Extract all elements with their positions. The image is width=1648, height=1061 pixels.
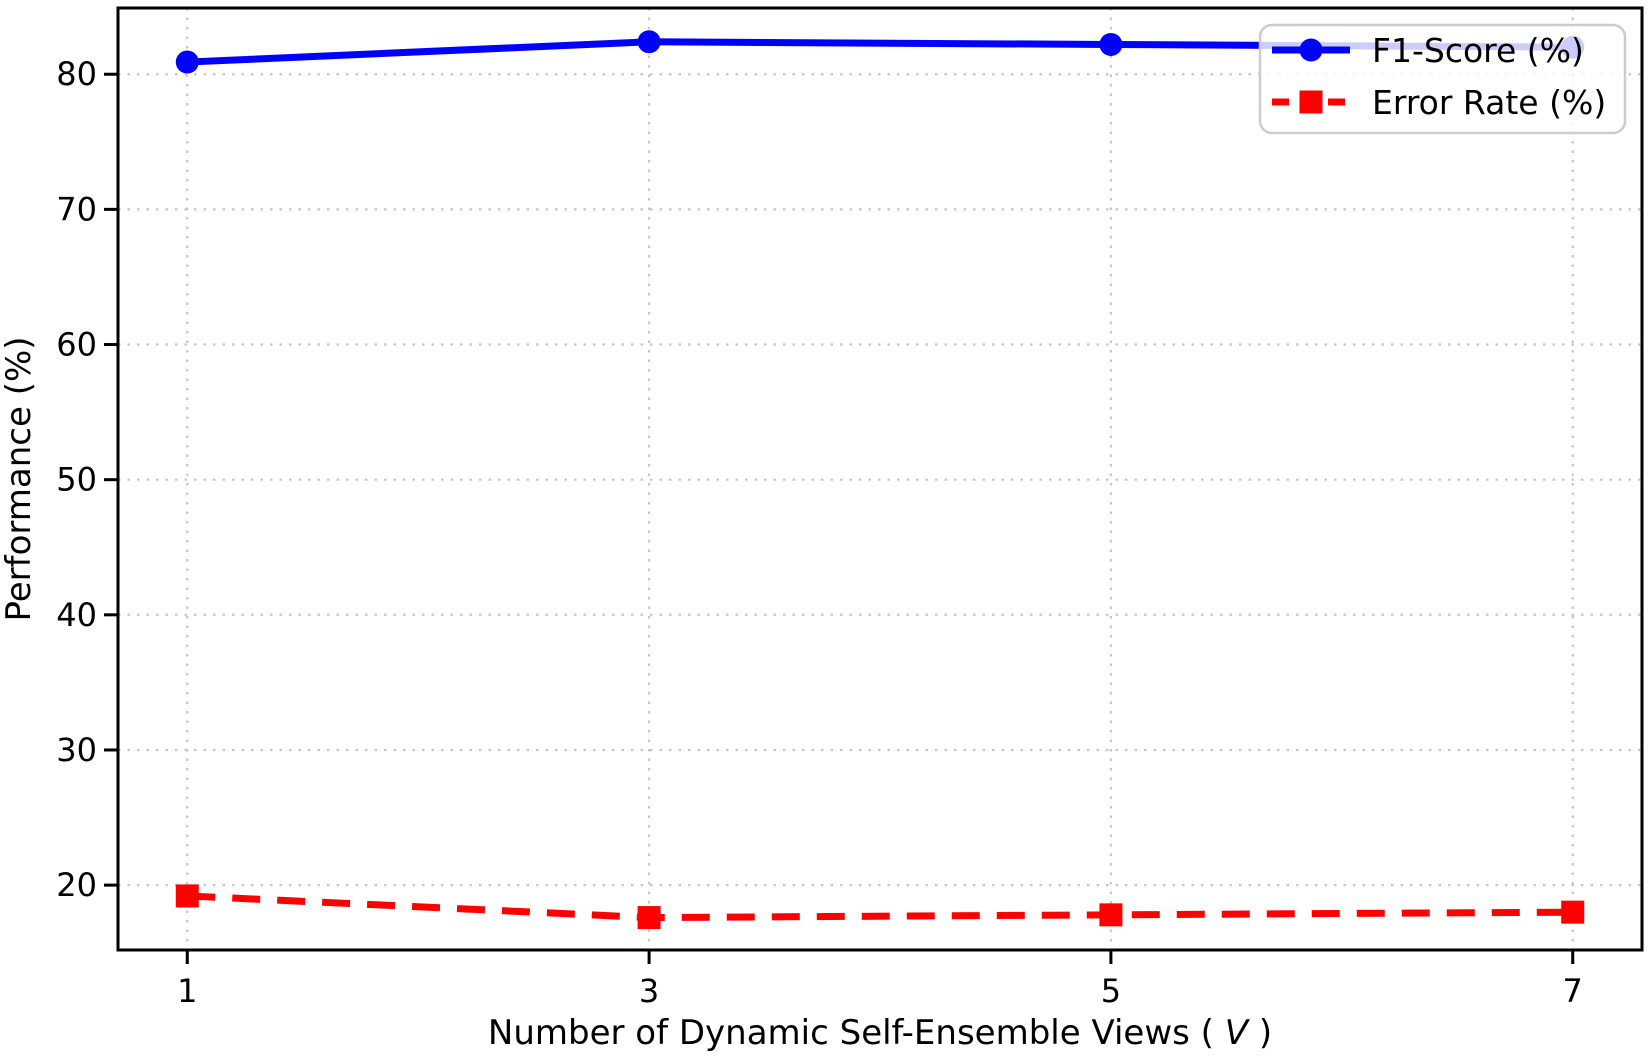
legend-entry-f1-score: F1-Score (%): [1272, 31, 1584, 70]
x-axis-ticks: 1 3 5 7: [177, 950, 1583, 1010]
y-tick-label: 20: [56, 866, 97, 904]
square-marker-icon: [1299, 90, 1323, 114]
y-tick-label: 40: [56, 596, 97, 634]
y-tick-label: 60: [56, 326, 97, 364]
legend-box: [1258, 23, 1627, 135]
x-axis-label-variable: V: [1225, 1013, 1251, 1053]
f1-score-marker: [1099, 32, 1123, 56]
y-tick-label: 50: [56, 461, 97, 499]
plot-border: [116, 6, 1644, 952]
y-axis-ticks: 20 30 40 50 60 70 80: [56, 55, 118, 904]
error-rate-marker: [1099, 903, 1123, 927]
error-rate-marker: [1561, 900, 1585, 924]
f1-score-marker: [175, 50, 199, 74]
f1-score-marker: [637, 30, 661, 54]
x-tick-label: 5: [1101, 972, 1121, 1010]
legend-entry-error-rate: Error Rate (%): [1272, 83, 1606, 122]
legend-label: Error Rate (%): [1372, 83, 1606, 122]
x-axis-label: Number of Dynamic Self-Ensemble Views ( …: [488, 1013, 1272, 1053]
y-tick-label: 70: [56, 190, 97, 228]
gridlines: [118, 8, 1642, 950]
x-tick-label: 3: [639, 972, 659, 1010]
x-tick-label: 7: [1563, 972, 1583, 1010]
error-rate-marker: [637, 906, 661, 930]
y-tick-label: 30: [56, 731, 97, 769]
error-rate-marker: [175, 884, 199, 908]
error-rate-line: [187, 892, 1573, 922]
y-axis-label: Performance (%): [0, 336, 39, 621]
legend: F1-Score (%) Error Rate (%): [1258, 23, 1627, 135]
x-tick-label: 1: [177, 972, 197, 1010]
legend-label: F1-Score (%): [1372, 31, 1584, 70]
x-axis-label-prefix: Number of Dynamic Self-Ensemble Views (: [488, 1013, 1214, 1053]
circle-marker-icon: [1299, 38, 1323, 62]
x-axis-label-suffix: ): [1259, 1013, 1272, 1053]
y-tick-label: 80: [56, 55, 97, 93]
